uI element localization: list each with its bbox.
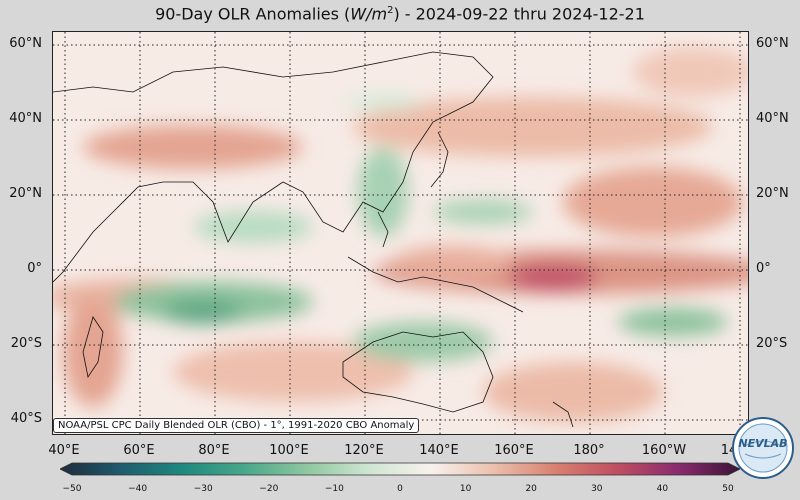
lat-label-right: 60°N: [756, 36, 789, 51]
title-unit: W/m: [350, 4, 388, 24]
lat-label-left: 0°: [27, 261, 42, 276]
philippines-coastline: [377, 211, 389, 248]
lon-label: 60°E: [123, 443, 155, 458]
anomaly-blob: [563, 167, 743, 237]
colorbar-tick-label: 10: [459, 484, 472, 494]
anomaly-blob: [483, 362, 663, 422]
anomaly-field: [53, 47, 748, 422]
colorbar-bar: [60, 462, 740, 476]
colorbar-tick-label: −40: [128, 484, 148, 494]
title-unit-exponent: 2: [387, 5, 394, 16]
colorbar-tick-label: −50: [62, 484, 82, 494]
lat-label-left: 60°N: [9, 36, 42, 51]
chart-title: 90-Day OLR Anomalies (W/m2) - 2024-09-22…: [0, 0, 800, 24]
data-source-credit: NOAA/PSL CPC Daily Blended OLR (CBO) - 1…: [53, 418, 420, 433]
anomaly-blob: [358, 147, 408, 237]
colorbar-tick-label: 40: [656, 484, 669, 494]
anomaly-blob: [173, 342, 413, 402]
colorbar-tick-label: −20: [259, 484, 279, 494]
anomaly-blob: [433, 200, 533, 224]
lon-label: 140°E: [419, 443, 459, 458]
lat-label-right: 40°N: [756, 111, 789, 126]
title-prefix: 90-Day OLR Anomalies (: [155, 4, 351, 24]
anomaly-blob: [633, 47, 748, 97]
anomaly-blob: [618, 308, 728, 336]
logo-text: NEVLAB: [738, 437, 788, 450]
anomaly-blob: [63, 297, 123, 407]
anomaly-blob: [393, 246, 513, 278]
logo-globe: [738, 423, 788, 473]
lon-label: 160°E: [494, 443, 534, 458]
lon-label: 120°E: [344, 443, 384, 458]
anomaly-blob: [163, 300, 243, 324]
anomaly-blob: [193, 211, 313, 243]
new-zealand-coastline: [552, 401, 574, 428]
lon-label: 80°E: [198, 443, 230, 458]
madagascar-coastline: [82, 316, 104, 379]
lat-label-right: 0°: [756, 261, 771, 276]
lat-label-left: 20°S: [10, 336, 42, 351]
nev-lab-logo: [732, 417, 794, 479]
lat-label-left: 40°N: [9, 111, 42, 126]
anomaly-blob: [353, 322, 493, 362]
lon-label: 180°: [573, 443, 605, 458]
indonesia-coastline: [347, 256, 524, 313]
anomaly-blob: [343, 94, 423, 110]
lat-label-right: 20°N: [756, 186, 789, 201]
anomaly-map: [53, 32, 748, 434]
lon-label: 40°E: [48, 443, 80, 458]
colorbar: [60, 462, 740, 476]
lat-label-left: 20°N: [9, 186, 42, 201]
asia-coastline: [53, 51, 494, 283]
logo-globe-lines: [744, 440, 782, 459]
lon-label: 160°W: [641, 443, 687, 458]
lon-label: 100°E: [269, 443, 309, 458]
title-suffix: ) - 2024-09-22 thru 2024-12-21: [393, 4, 645, 24]
colorbar-tick-label: 0: [397, 484, 403, 494]
anomaly-blob: [83, 125, 303, 169]
map-panel: [52, 31, 749, 435]
anomaly-blob: [508, 263, 598, 291]
colorbar-tick-label: 50: [722, 484, 734, 494]
lat-label-right: 20°S: [756, 336, 788, 351]
japan-coastline: [430, 131, 449, 188]
colorbar-tick-label: −10: [324, 484, 344, 494]
australia-coastline: [342, 331, 494, 413]
colorbar-tick-label: 30: [591, 484, 603, 494]
colorbar-tick-label: 20: [525, 484, 537, 494]
lat-label-left: 40°S: [10, 411, 42, 426]
colorbar-tick-label: −30: [193, 484, 213, 494]
coastlines: [53, 51, 574, 428]
